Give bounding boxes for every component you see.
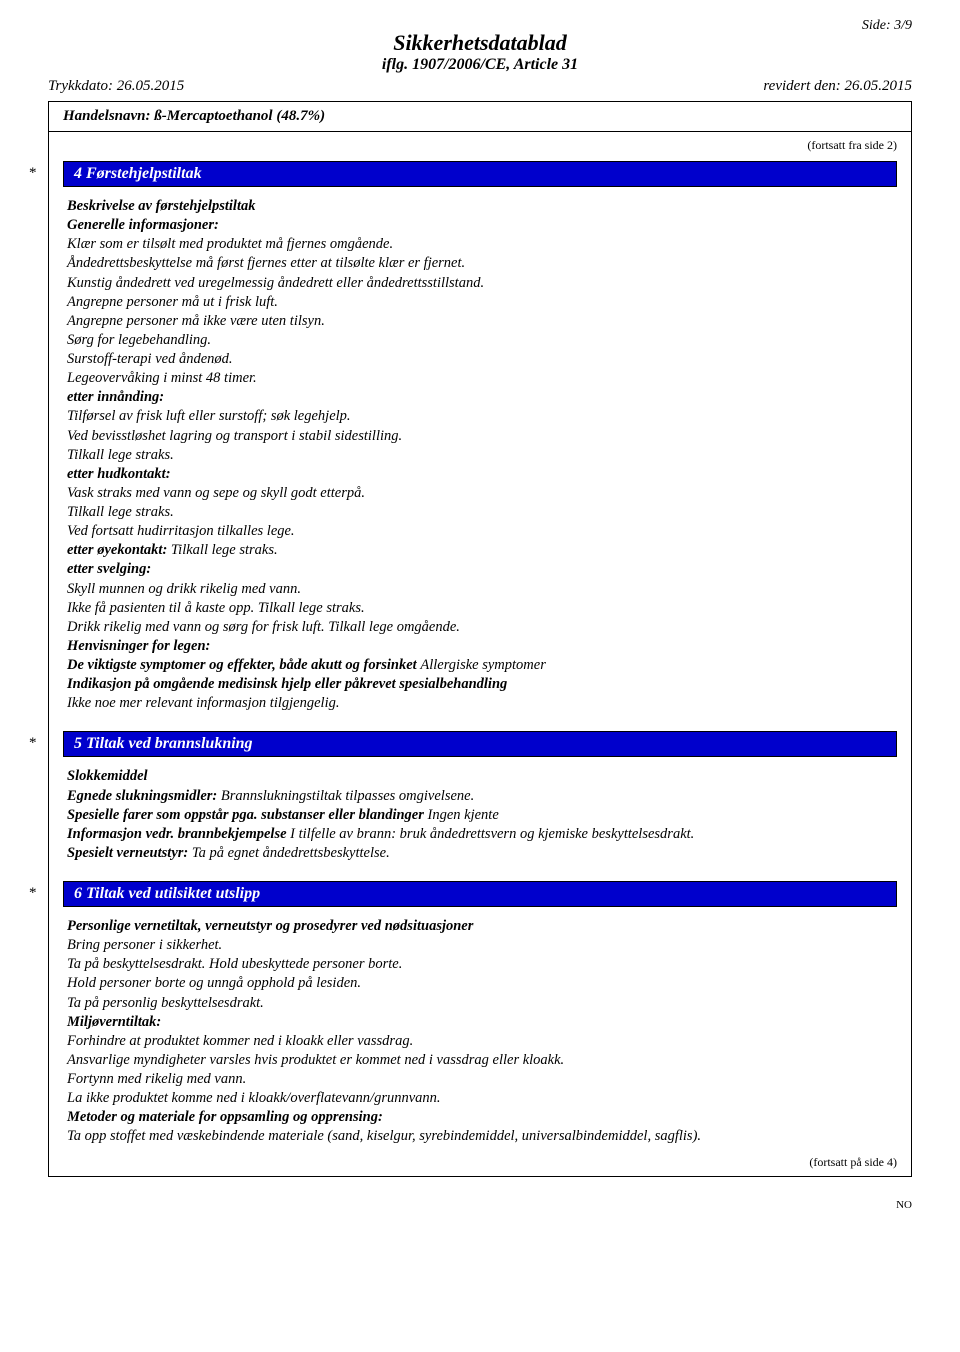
heading-skin: etter hudkontakt:	[67, 465, 893, 484]
label: Spesielle farer som oppstår pga. substan…	[67, 807, 428, 823]
text-line: Åndedrettsbeskyttelse må først fjernes e…	[67, 254, 893, 273]
text-line: Tilkall lege straks.	[67, 446, 893, 465]
text-line: Tilførsel av frisk luft eller surstoff; …	[67, 407, 893, 426]
section-5-body: Slokkemiddel Egnede slukningsmidler: Bra…	[63, 757, 897, 867]
text-line: Ta på personlig beskyttelsesdrakt.	[67, 994, 893, 1013]
text-line: Angrepne personer må ut i frisk luft.	[67, 293, 893, 312]
heading-general: Generelle informasjoner:	[67, 216, 893, 235]
content-frame: Handelsnavn: ß-Mercaptoethanol (48.7%) (…	[48, 101, 912, 1177]
product-name: Handelsnavn: ß-Mercaptoethanol (48.7%)	[49, 102, 911, 132]
heading-inhalation: etter innånding:	[67, 388, 893, 407]
document-subtitle: iflg. 1907/2006/CE, Article 31	[48, 56, 912, 74]
text-line: Tilkall lege straks.	[67, 503, 893, 522]
text-line: Ta opp stoffet med væskebindende materia…	[67, 1127, 893, 1146]
label: Egnede slukningsmidler:	[67, 788, 221, 804]
text-line: Hold personer borte og unngå opphold på …	[67, 974, 893, 993]
text-line: Spesielt verneutstyr: Ta på egnet åndedr…	[67, 844, 893, 863]
text-line: Angrepne personer må ikke være uten tils…	[67, 312, 893, 331]
text-line: La ikke produktet komme ned i kloakk/ove…	[67, 1089, 893, 1108]
meta-row: Trykkdato: 26.05.2015 revidert den: 26.0…	[48, 78, 912, 95]
text-line: Ikke noe mer relevant informasjon tilgje…	[67, 694, 893, 713]
heading-swallow: etter svelging:	[67, 560, 893, 579]
document-header: Sikkerhetsdatablad iflg. 1907/2006/CE, A…	[48, 30, 912, 74]
text-inline: Allergiske symptomer	[420, 657, 546, 673]
section-6-header: 6 Tiltak ved utilsiktet utslipp	[63, 881, 897, 907]
section-5-header: 5 Tiltak ved brannslukning	[63, 731, 897, 757]
heading-indication: Indikasjon på omgående medisinsk hjelp e…	[67, 675, 893, 694]
heading-personal: Personlige vernetiltak, verneutstyr og p…	[67, 917, 893, 936]
text-line: Ikke få pasienten til å kaste opp. Tilka…	[67, 599, 893, 618]
text-line: Klær som er tilsølt med produktet må fje…	[67, 235, 893, 254]
label: Spesielt verneutstyr:	[67, 845, 192, 861]
page-number: Side: 3/9	[862, 18, 912, 34]
text-line: Kunstig åndedrett ved uregelmessig ånded…	[67, 274, 893, 293]
text-line: Sørg for legebehandling.	[67, 331, 893, 350]
text-line: Spesielle farer som oppstår pga. substan…	[67, 806, 893, 825]
text-inline: Ingen kjente	[428, 807, 499, 823]
heading-environment: Miljøverntiltak:	[67, 1013, 893, 1032]
heading-eye: etter øyekontakt:	[67, 542, 171, 558]
text-line: Forhindre at produktet kommer ned i kloa…	[67, 1032, 893, 1051]
continued-to: (fortsatt på side 4)	[49, 1155, 911, 1176]
continued-from: (fortsatt fra side 2)	[49, 132, 911, 155]
heading-media: Slokkemiddel	[67, 767, 893, 786]
document-title: Sikkerhetsdatablad	[48, 30, 912, 56]
label: Informasjon vedr. brannbekjempelse	[67, 826, 290, 842]
eye-contact-line: etter øyekontakt: Tilkall lege straks.	[67, 541, 893, 560]
section-4-header: 4 Førstehjelpstiltak	[63, 161, 897, 187]
change-marker: *	[29, 735, 37, 752]
heading-description: Beskrivelse av førstehjelpstiltak	[67, 197, 893, 216]
text-line: Legeovervåking i minst 48 timer.	[67, 369, 893, 388]
change-marker: *	[29, 885, 37, 902]
print-date: Trykkdato: 26.05.2015	[48, 78, 184, 95]
text-line: Fortynn med rikelig med vann.	[67, 1070, 893, 1089]
heading-cleanup: Metoder og materiale for oppsamling og o…	[67, 1108, 893, 1127]
text-inline: Ta på egnet åndedrettsbeskyttelse.	[192, 845, 390, 861]
section-6-body: Personlige vernetiltak, verneutstyr og p…	[63, 907, 897, 1151]
heading-doctor: Henvisninger for legen:	[67, 637, 893, 656]
text-line: Ta på beskyttelsesdrakt. Hold ubeskytted…	[67, 955, 893, 974]
section-6: * 6 Tiltak ved utilsiktet utslipp Person…	[63, 881, 897, 1151]
text-inline: I tilfelle av brann: bruk åndedrettsvern…	[290, 826, 694, 842]
text-line: Ansvarlige myndigheter varsles hvis prod…	[67, 1051, 893, 1070]
text-line: Surstoff-terapi ved åndenød.	[67, 350, 893, 369]
text-line: Skyll munnen og drikk rikelig med vann.	[67, 580, 893, 599]
symptoms-line: De viktigste symptomer og effekter, både…	[67, 656, 893, 675]
language-code: NO	[0, 1199, 960, 1211]
text-line: Ved fortsatt hudirritasjon tilkalles leg…	[67, 522, 893, 541]
text-inline: Brannslukningstiltak tilpasses omgivelse…	[221, 788, 474, 804]
text-inline: Tilkall lege straks.	[171, 542, 278, 558]
text-line: Drikk rikelig med vann og sørg for frisk…	[67, 618, 893, 637]
page-root: Side: 3/9 Sikkerhetsdatablad iflg. 1907/…	[0, 0, 960, 1197]
text-line: Informasjon vedr. brannbekjempelse I til…	[67, 825, 893, 844]
section-4: * 4 Førstehjelpstiltak Beskrivelse av fø…	[63, 161, 897, 717]
section-5: * 5 Tiltak ved brannslukning Slokkemidde…	[63, 731, 897, 867]
change-marker: *	[29, 165, 37, 182]
text-line: Vask straks med vann og sepe og skyll go…	[67, 484, 893, 503]
revised-date: revidert den: 26.05.2015	[763, 78, 912, 95]
text-line: Bring personer i sikkerhet.	[67, 936, 893, 955]
text-line: Ved bevisstløshet lagring og transport i…	[67, 427, 893, 446]
text-line: Egnede slukningsmidler: Brannslukningsti…	[67, 787, 893, 806]
heading-symptoms: De viktigste symptomer og effekter, både…	[67, 657, 420, 673]
section-4-body: Beskrivelse av førstehjelpstiltak Genere…	[63, 187, 897, 717]
